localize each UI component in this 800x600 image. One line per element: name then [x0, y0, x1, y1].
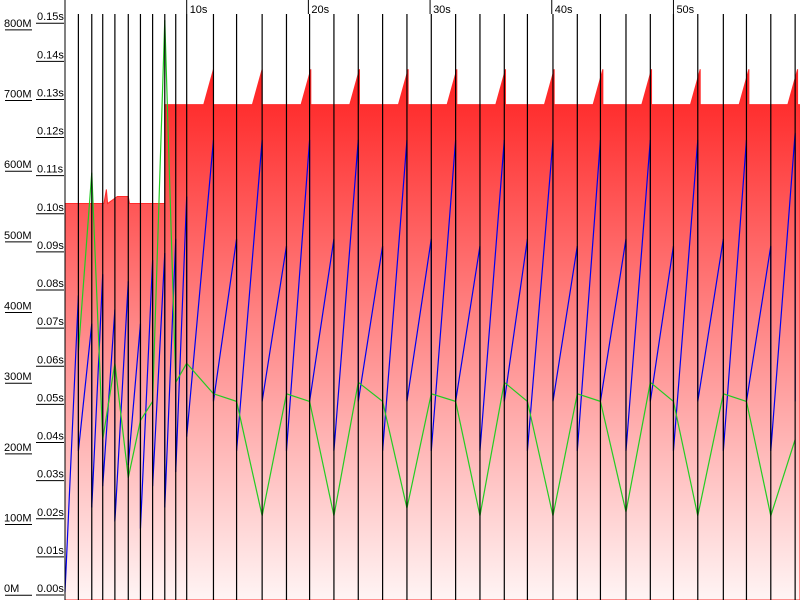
- y2-tick-label: 0.14s: [37, 49, 64, 61]
- x-tick-label: 40s: [555, 4, 573, 16]
- y2-tick-label: 0.01s: [37, 545, 64, 557]
- y-tick-label: 700M: [4, 89, 32, 101]
- y2-tick-label: 0.03s: [37, 469, 64, 481]
- y-tick-label: 300M: [4, 371, 32, 383]
- y-tick-label: 100M: [4, 513, 32, 525]
- y-tick-label: 400M: [4, 301, 32, 313]
- y2-tick-label: 0.10s: [37, 202, 64, 214]
- y2-tick-label: 0.13s: [37, 87, 64, 99]
- x-tick-label: 20s: [311, 4, 329, 16]
- x-tick-label: 30s: [433, 4, 451, 16]
- y2-tick-label: 0.09s: [37, 240, 64, 252]
- y2-tick-label: 0.08s: [37, 278, 64, 290]
- y2-tick-label: 0.04s: [37, 431, 64, 443]
- y2-tick-label: 0.12s: [37, 126, 64, 138]
- x-tick-label: 50s: [676, 4, 694, 16]
- y-tick-label: 200M: [4, 442, 32, 454]
- y-tick-label: 0M: [4, 583, 19, 595]
- y-tick-label: 600M: [4, 159, 32, 171]
- y2-tick-label: 0.02s: [37, 507, 64, 519]
- y2-tick-label: 0.00s: [37, 583, 64, 595]
- x-tick-label: 10s: [190, 4, 208, 16]
- y-tick-label: 800M: [4, 18, 32, 30]
- y2-tick-label: 0.15s: [37, 11, 64, 23]
- y2-tick-label: 0.05s: [37, 392, 64, 404]
- y2-tick-label: 0.07s: [37, 316, 64, 328]
- y-tick-label: 500M: [4, 230, 32, 242]
- y2-tick-label: 0.11s: [37, 164, 64, 176]
- y2-tick-label: 0.06s: [37, 354, 64, 366]
- plot-area: [64, 14, 800, 600]
